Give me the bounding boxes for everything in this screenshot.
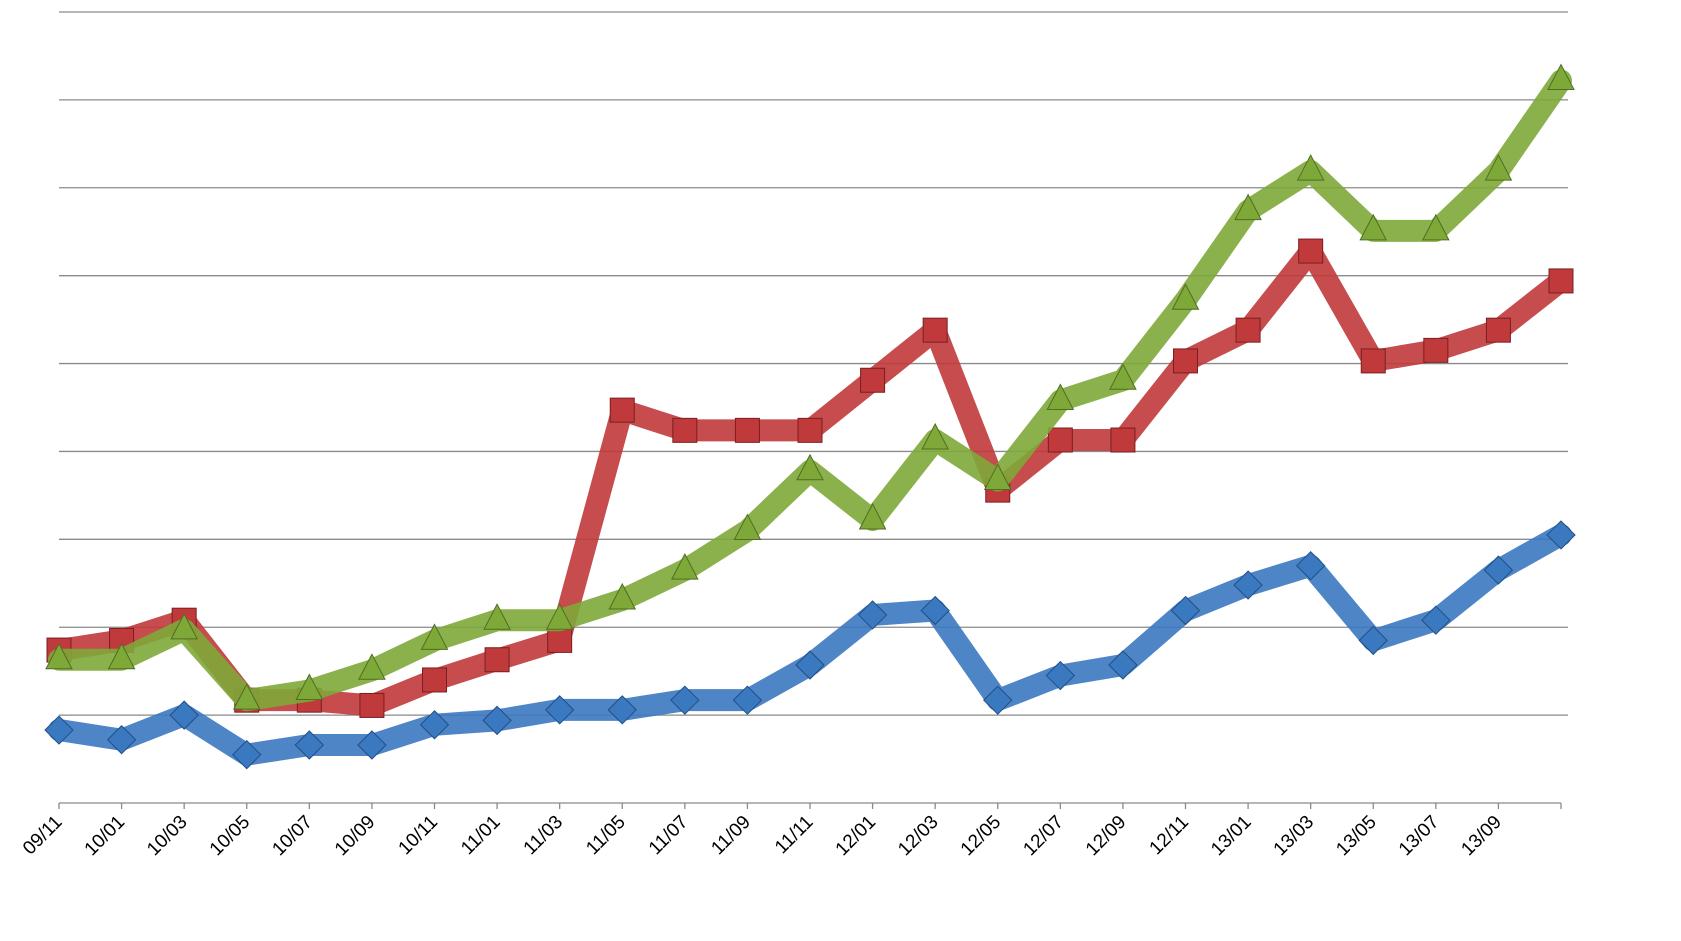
marker — [44, 715, 74, 745]
marker — [1358, 625, 1388, 656]
marker — [1046, 383, 1075, 410]
marker — [358, 653, 386, 680]
marker — [232, 683, 261, 710]
marker — [920, 595, 950, 626]
marker — [232, 739, 262, 770]
marker — [983, 463, 1012, 490]
marker — [1295, 550, 1326, 581]
marker — [1360, 348, 1386, 374]
marker — [608, 582, 637, 610]
marker — [1422, 213, 1450, 241]
marker — [1483, 555, 1514, 585]
marker — [1045, 660, 1076, 691]
marker — [1047, 427, 1073, 453]
marker — [1421, 605, 1451, 635]
marker — [1235, 317, 1261, 343]
x-tick-label: 13/05 — [1332, 812, 1380, 860]
x-tick-label: 11/01 — [457, 812, 504, 859]
marker — [295, 673, 324, 701]
x-tick-label: 11/03 — [520, 812, 567, 859]
marker — [1359, 213, 1388, 241]
marker — [169, 700, 199, 730]
marker — [483, 603, 511, 630]
marker — [422, 667, 447, 693]
x-tick-label: 10/07 — [268, 812, 316, 860]
x-tick-label: 12/09 — [1082, 812, 1130, 860]
x-tick-label: 10/03 — [143, 812, 191, 860]
marker — [607, 695, 637, 725]
marker — [795, 650, 825, 680]
x-tick-label: 11/07 — [645, 812, 692, 859]
marker — [1170, 595, 1201, 626]
marker — [1109, 363, 1137, 390]
x-tick-label: 10/11 — [395, 812, 442, 859]
marker — [1296, 153, 1325, 181]
marker — [857, 600, 888, 630]
marker — [796, 453, 824, 481]
marker — [170, 612, 198, 640]
x-tick-label: 10/09 — [331, 812, 379, 860]
x-tick-label: 13/03 — [1270, 812, 1318, 860]
marker — [544, 695, 575, 725]
x-tick-label: 11/09 — [707, 812, 754, 859]
marker — [1234, 193, 1262, 221]
marker — [732, 685, 763, 715]
marker — [482, 705, 512, 736]
marker — [420, 623, 449, 650]
marker — [357, 730, 387, 760]
marker — [1110, 427, 1136, 453]
marker — [983, 685, 1013, 715]
marker — [609, 397, 635, 423]
x-tick-label: 12/11 — [1146, 812, 1193, 859]
marker — [107, 642, 136, 670]
marker — [1108, 650, 1138, 680]
marker — [1547, 63, 1575, 91]
marker — [734, 417, 760, 443]
marker — [1173, 348, 1198, 374]
marker — [1485, 317, 1511, 343]
marker — [797, 417, 823, 443]
marker — [547, 627, 573, 653]
x-tick-label: 12/01 — [832, 812, 880, 860]
marker — [45, 642, 73, 670]
x-tick-label: 12/07 — [1019, 812, 1067, 860]
x-tick-label: 10/05 — [206, 812, 254, 860]
x-tick-label: 12/05 — [957, 812, 1005, 860]
marker — [672, 417, 698, 443]
marker — [922, 317, 948, 343]
x-tick-label: 13/07 — [1395, 812, 1443, 860]
x-tick-label: 11/05 — [582, 812, 629, 859]
x-tick-label: 12/03 — [894, 812, 942, 860]
x-tick-label: 11/11 — [771, 812, 817, 858]
x-tick-label: 10/01 — [81, 812, 129, 860]
series-line — [48, 523, 1572, 766]
marker — [1298, 238, 1324, 264]
marker — [1546, 520, 1576, 550]
marker — [671, 553, 699, 580]
marker — [670, 685, 700, 715]
marker — [1423, 337, 1449, 363]
marker — [419, 710, 450, 740]
x-tick-label: 13/01 — [1207, 812, 1255, 860]
marker — [359, 692, 385, 718]
marker — [860, 367, 886, 393]
marker — [294, 730, 325, 760]
marker — [1171, 283, 1200, 310]
marker — [1484, 153, 1513, 181]
marker — [1233, 570, 1263, 600]
x-tick-label: 13/09 — [1457, 812, 1505, 860]
marker — [106, 725, 137, 755]
marker — [858, 502, 887, 530]
marker — [921, 422, 949, 450]
marker — [545, 603, 574, 630]
x-tick-label: 09/11 — [19, 812, 66, 859]
marker — [484, 647, 510, 673]
marker — [733, 513, 762, 541]
marker — [1548, 268, 1574, 294]
